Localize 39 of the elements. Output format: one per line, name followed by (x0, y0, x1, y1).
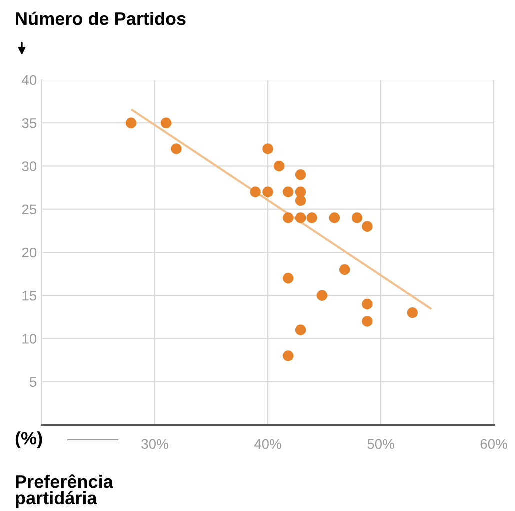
point (282, 186, 294, 198)
point (407, 307, 418, 318)
point (362, 298, 373, 310)
x-tick-label: 60% (480, 439, 508, 450)
point (250, 186, 261, 198)
y-tick-label: 15 (22, 291, 37, 301)
point (316, 290, 328, 302)
y-axis-title: Número de Partidos (16, 12, 186, 26)
point (262, 186, 274, 198)
point (339, 264, 350, 276)
point (306, 212, 318, 224)
point (295, 324, 306, 336)
point (362, 316, 373, 327)
point (282, 272, 294, 284)
y-tick-label: 35 (22, 118, 37, 128)
point (282, 350, 294, 362)
point (262, 144, 274, 154)
y-tick-label: 20 (22, 248, 37, 258)
point (329, 212, 340, 224)
x-tick-label: 50% (368, 439, 394, 450)
point (160, 118, 172, 129)
point (171, 144, 182, 154)
x-tick-label: 30% (142, 439, 168, 450)
y-tick-label: 40 (22, 75, 37, 86)
x-axis-title: Preferência partidária (16, 474, 114, 508)
point (295, 212, 306, 224)
point (295, 169, 306, 180)
point (362, 221, 373, 232)
point (126, 118, 137, 129)
point (352, 212, 363, 224)
point (274, 160, 285, 172)
y-tick-label: 5 (30, 377, 37, 388)
text: (%) (16, 432, 42, 448)
y-tick-label: 30 (22, 162, 37, 172)
point (282, 212, 294, 224)
y-tick-label: 10 (22, 334, 37, 344)
y-tick-label: 25 (22, 204, 37, 215)
point (295, 195, 306, 206)
x-tick-label: 40% (254, 439, 282, 450)
